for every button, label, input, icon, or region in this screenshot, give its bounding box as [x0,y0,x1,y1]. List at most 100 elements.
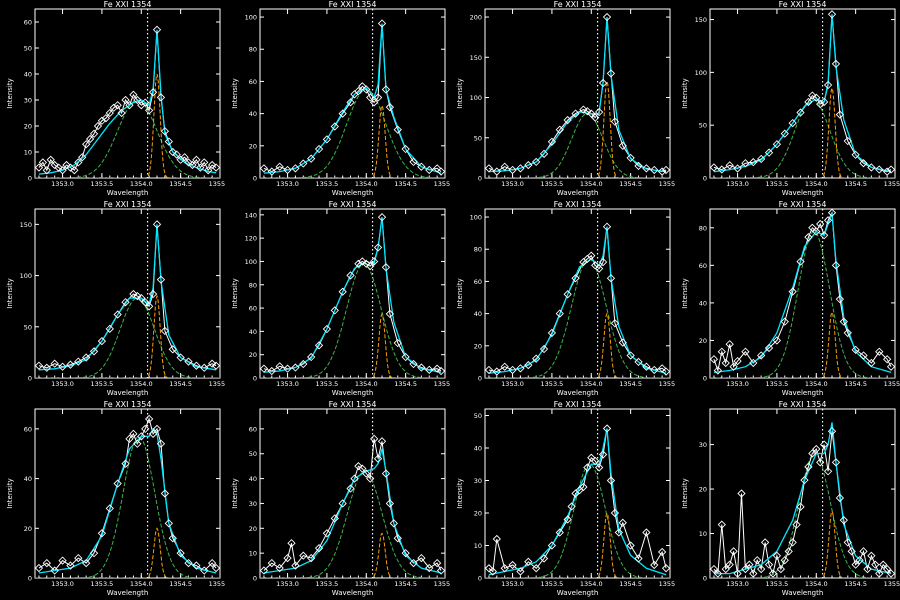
data-point [749,358,758,368]
data-point [610,508,620,518]
gaussian-component-2 [485,79,670,178]
x-axis-label: Wavelength [332,389,374,397]
data-point [211,361,220,370]
data-point [314,544,324,553]
data-point [606,69,616,78]
spectrum-panel: Fe XXI 1354 0 10 20 30 40 50 60 1353.0 1353.5 1354… [6,0,225,197]
data-point [547,541,557,550]
data-point [381,469,391,478]
y-tick-label: 100 [470,214,482,222]
data-point [432,164,442,173]
data-point [101,114,110,123]
y-tick-label: 40 [24,475,32,483]
y-axis-label: Intensity [456,78,464,108]
data-point [642,362,651,371]
data-point [425,165,434,175]
x-tick-label: 1354.5 [169,380,192,388]
data-point [591,456,600,466]
data-point [827,209,837,217]
data-point [42,363,51,372]
data-point [859,159,868,168]
data-point [133,291,142,301]
data-point [291,363,300,372]
data-point [827,427,837,436]
data-point [74,357,83,366]
x-tick-label: 1355.0 [209,380,225,388]
data-point [764,343,774,353]
spectrum-panel: Fe XXI 1354 0 50 100 150 1353.0 1353.5 1354.0 13… [6,200,225,397]
data-point [539,344,549,354]
data-point [847,547,856,556]
data-point [508,165,517,175]
x-tick-label: 1354.0 [355,580,378,588]
y-tick-label: 200 [470,14,482,22]
data-point [820,440,829,449]
data-point [634,161,643,171]
data-point [831,261,841,270]
data-point [867,551,876,560]
data-point [851,560,860,569]
y-tick-label: 30 [474,477,482,485]
x-tick-label: 1353.5 [316,580,339,588]
y-tick-label: 0 [478,175,482,183]
x-tick-label: 1355.0 [659,180,675,188]
data-point [385,309,395,319]
fit-line [38,224,217,371]
data-point [260,364,269,373]
data-point [587,251,596,260]
gaussian-component-1 [485,113,670,178]
data-point [555,125,564,134]
y-axis-label: Intensity [6,478,14,508]
data-point [338,287,347,296]
y-tick-label: 60 [474,278,482,286]
x-tick-label: 1355.0 [884,380,900,388]
y-tick-label: 120 [245,235,257,243]
data-point [125,101,134,110]
data-point [539,554,549,563]
x-tick-label: 1355.0 [884,580,900,588]
data-point [741,347,750,356]
data-point [812,444,821,454]
y-tick-label: 0 [28,175,32,183]
x-tick-label: 1353.0 [276,380,299,388]
data-point [275,563,284,573]
x-tick-label: 1355.0 [659,380,675,388]
data-point [772,551,782,560]
data-point [85,134,95,144]
data-point [346,484,355,493]
data-point [808,449,817,458]
x-tick-label: 1355.0 [884,180,900,188]
data-point [283,553,292,563]
y-tick-label: 40 [249,475,257,483]
data-point [587,453,596,462]
fit-line [713,212,892,374]
data-point [598,257,608,267]
data-point [657,364,667,373]
data-point [587,109,596,118]
data-point [757,351,766,360]
data-point [373,454,383,463]
y-axis-label: Intensity [6,278,14,308]
y-tick-label: 60 [249,425,257,433]
data-point [82,558,91,568]
y-tick-label: 10 [249,550,257,558]
data-point [275,362,284,371]
data-point [871,560,880,569]
data-point [180,153,189,162]
data-point [164,137,173,146]
y-tick-label: 40 [699,299,707,307]
data-point [354,259,363,268]
y-tick-label: 20 [249,525,257,533]
x-tick-label: 1354.0 [130,580,153,588]
y-tick-label: 60 [699,262,707,270]
data-point [729,547,738,556]
data-point [485,365,494,375]
data-point [66,360,75,369]
data-point [66,561,75,570]
data-point [725,340,734,349]
y-tick-label: 30 [699,441,707,449]
fit-line [713,422,892,575]
data-point [657,547,667,557]
y-axis-label: Intensity [681,478,689,508]
